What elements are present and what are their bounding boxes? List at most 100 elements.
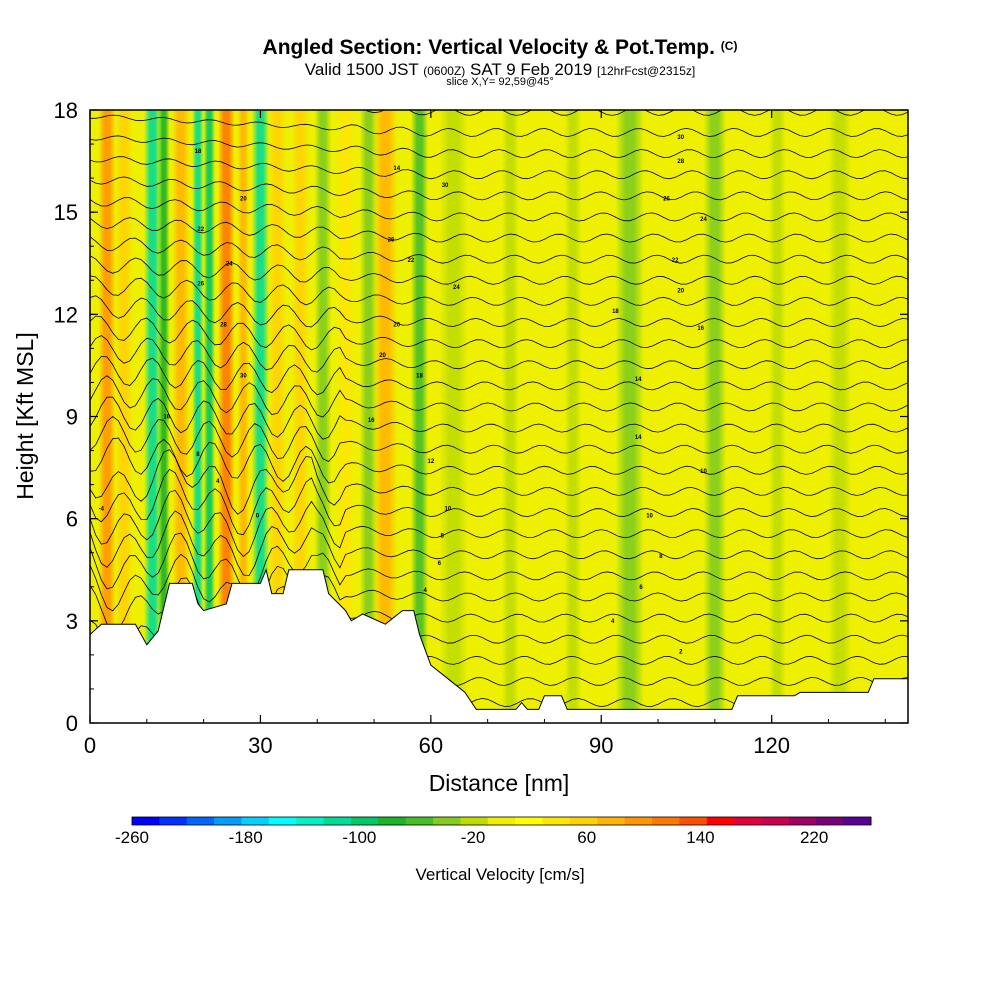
theta-contour-label: 16: [368, 418, 375, 424]
velocity-field: [98, 110, 852, 723]
x-axis-title: Distance [nm]: [429, 770, 570, 796]
theta-contour-label: 14: [635, 377, 642, 383]
theta-contour-line: [90, 315, 908, 351]
theta-contour-line: [90, 275, 908, 306]
colorbar-swatch: [460, 817, 489, 825]
theta-contour-label: 6: [639, 585, 643, 591]
theta-contour-line: [90, 437, 908, 484]
velocity-band: [410, 110, 428, 723]
x-tick-label: 30: [248, 733, 272, 758]
colorbar-swatch: [214, 817, 242, 825]
velocity-band: [374, 110, 397, 723]
theta-contour-label: 26: [388, 237, 395, 243]
theta-contour-line: [90, 197, 908, 222]
theta-contour-line: [90, 135, 908, 159]
velocity-band: [501, 110, 519, 723]
colorbar-swatch: [323, 817, 352, 825]
theta-contour-label: 20: [240, 197, 247, 203]
theta-contour-line: [90, 176, 908, 201]
theta-contour-label: 16: [697, 326, 704, 332]
theta-contour-label: 22: [408, 258, 415, 264]
colorbar-label: 60: [577, 828, 596, 847]
colorbar-swatch: [515, 817, 544, 825]
velocity-band: [251, 110, 269, 723]
theta-contour-label: 30: [442, 183, 449, 189]
colorbar-swatch: [405, 817, 434, 825]
theta-contour-label: -4: [99, 506, 105, 512]
theta-contour-label: 0: [256, 513, 260, 519]
theta-contour-label: 20: [677, 288, 684, 294]
colorbar-swatch: [132, 817, 160, 825]
theta-contour-line: [90, 415, 908, 462]
colorbar-label: 140: [686, 828, 714, 847]
theta-contour-label: 8: [441, 534, 445, 540]
colorbar-label: -180: [229, 828, 263, 847]
theta-contour-label: 22: [197, 227, 204, 233]
theta-contour-label: 8: [196, 452, 200, 458]
colorbar-swatch: [487, 817, 516, 825]
colorbar-title: Vertical Velocity [cm/s]: [415, 865, 584, 884]
y-tick-label: 3: [66, 609, 78, 634]
theta-contour-line: [90, 375, 908, 418]
colorbar: -260 -180 -100 -20 60 140 220: [115, 816, 872, 847]
theta-contour-label: 10: [700, 469, 707, 475]
theta-contour-label: 30: [240, 374, 247, 380]
x-tick-label: 60: [419, 733, 443, 758]
velocity-band: [192, 110, 204, 723]
y-tick-label: 6: [66, 507, 78, 532]
y-tick-label: 0: [66, 711, 78, 736]
colorbar-swatch: [816, 817, 845, 825]
theta-contour-label: 2: [679, 649, 683, 655]
theta-contour-label: 14: [393, 166, 400, 172]
theta-contour-labels: -418202224262830168401430262224202018161…: [99, 135, 708, 655]
theta-contour-label: 22: [672, 258, 679, 264]
colorbar-label: -20: [461, 828, 486, 847]
theta-contour-line: [90, 510, 908, 577]
theta-contour-line: [90, 295, 908, 328]
colorbar-swatch: [159, 817, 188, 825]
colorbar-swatch: [706, 817, 735, 825]
x-tick-label: 90: [589, 733, 613, 758]
colorbar-swatch: [433, 817, 461, 825]
theta-contour-label: 4: [611, 619, 615, 625]
theta-contour-label: 28: [220, 323, 227, 329]
theta-contour-label: 24: [226, 261, 233, 267]
velocity-band: [615, 110, 644, 723]
colorbar-swatch: [734, 817, 763, 825]
y-tick-label: 12: [54, 302, 78, 327]
colorbar-swatch: [788, 817, 817, 825]
chart-subtitle: Valid 1500 JST (0600Z) SAT 9 Feb 2019 [1…: [0, 60, 1000, 80]
colorbar-swatch: [843, 817, 872, 825]
velocity-band: [115, 110, 133, 723]
colorbar-label: 220: [800, 828, 828, 847]
theta-contour-label: 4: [423, 588, 427, 594]
plot-area: -418202224262830168401430262224202018161…: [90, 110, 908, 723]
theta-contour-line: [90, 468, 908, 536]
title-main: Angled Section: Vertical Velocity & Pot.…: [262, 36, 715, 59]
forecast-info: [12hrFcst@2315z]: [596, 64, 696, 78]
theta-contour-label: 24: [453, 285, 460, 291]
colorbar-frame: [131, 816, 872, 826]
colorbar-label: -100: [342, 828, 376, 847]
colorbar-swatch: [652, 817, 680, 825]
theta-contour-label: 18: [195, 149, 202, 155]
valid-prefix: Valid 1500 JST: [304, 60, 419, 79]
theta-contour-label: 26: [663, 197, 670, 203]
x-axis-ticks: 0 30 60 90 120: [84, 110, 886, 758]
theta-contour-line: [90, 532, 908, 597]
theta-contour-label: 20: [379, 353, 386, 359]
theta-contour-label: 18: [416, 374, 423, 380]
colorbar-swatch: [542, 817, 571, 825]
colorbar-swatch: [350, 817, 379, 825]
theta-contour-line: [90, 335, 908, 373]
theta-contour-line: [90, 489, 908, 557]
theta-contour-line: [90, 236, 908, 264]
theta-contour-line: [90, 396, 908, 440]
theta-contour-label: 8: [659, 554, 663, 560]
velocity-band: [237, 110, 250, 723]
colorbar-swatch: [241, 817, 270, 825]
theta-contour-label: 6: [438, 561, 442, 567]
y-axis-ticks: 0 3 6 9 12 15 18: [54, 98, 908, 736]
y-tick-label: 18: [54, 98, 78, 123]
valid-utc: (0600Z): [423, 64, 466, 78]
